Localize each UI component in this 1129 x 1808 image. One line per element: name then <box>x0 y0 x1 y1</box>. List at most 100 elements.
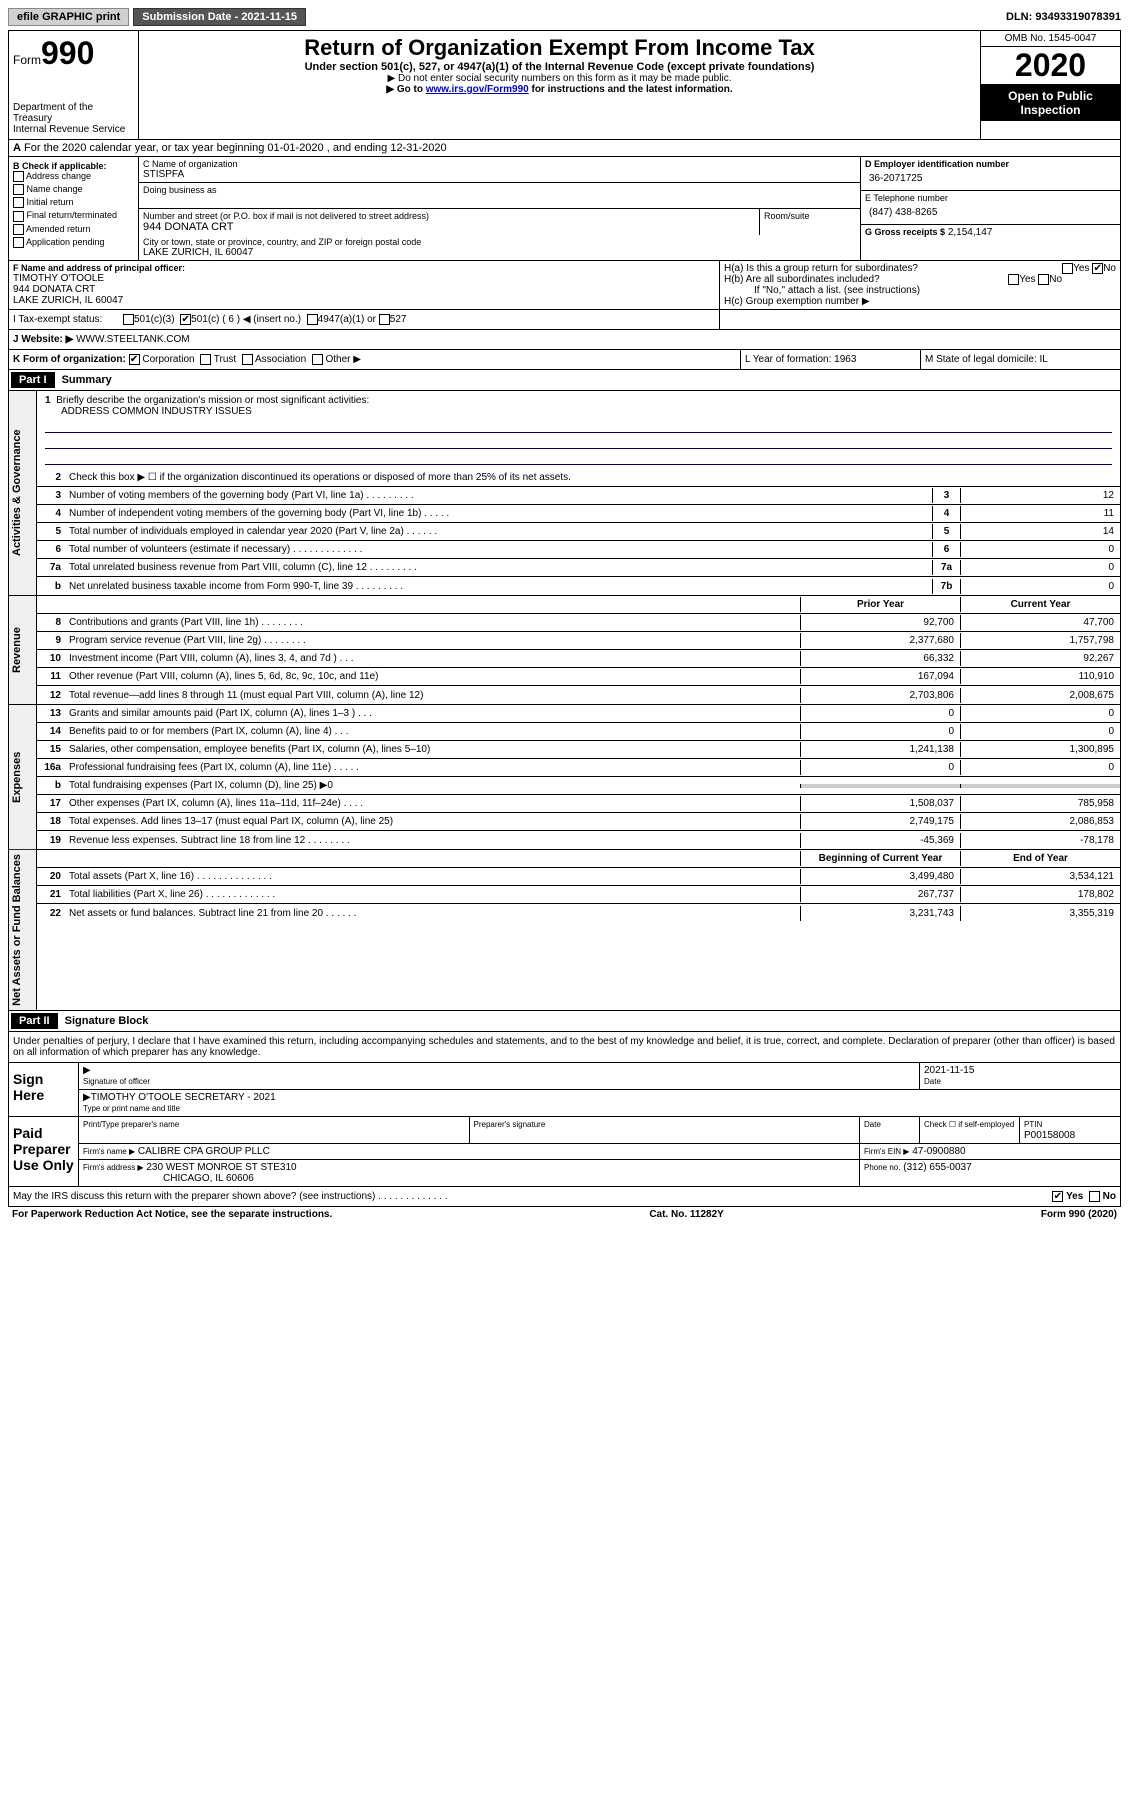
summary-line: 9Program service revenue (Part VIII, lin… <box>37 632 1120 650</box>
chk-501c3[interactable] <box>123 314 134 325</box>
colb-opt[interactable]: Address change <box>13 171 134 182</box>
summary-line: 5Total number of individuals employed in… <box>37 523 1120 541</box>
goto-a: ▶ Go to <box>386 84 425 95</box>
declare-text: Under penalties of perjury, I declare th… <box>8 1032 1121 1063</box>
prep-name-lbl: Print/Type preparer's name <box>83 1120 179 1129</box>
chk-trust[interactable] <box>200 354 211 365</box>
colb-opt[interactable]: Amended return <box>13 224 134 235</box>
phone-lbl: E Telephone number <box>865 193 1116 203</box>
colb-opt[interactable]: Final return/terminated <box>13 210 134 221</box>
irs-label: Internal Revenue Service <box>13 124 134 135</box>
part2-title: Signature Block <box>61 1013 153 1029</box>
omb: OMB No. 1545-0047 <box>981 31 1120 47</box>
hc-lbl: H(c) Group exemption number ▶ <box>724 296 1116 307</box>
hb-note: If "No," attach a list. (see instruction… <box>724 285 1116 296</box>
fg-row: F Name and address of principal officer:… <box>8 261 1121 310</box>
subtitle-1: Under section 501(c), 527, or 4947(a)(1)… <box>143 61 976 73</box>
check-se: Check ☐ if self-employed <box>924 1120 1014 1129</box>
website-url: WWW.STEELTANK.COM <box>76 334 190 345</box>
chk-corp[interactable] <box>129 354 140 365</box>
submission-btn[interactable]: Submission Date - 2021-11-15 <box>133 8 306 26</box>
f-addr1: 944 DONATA CRT <box>13 284 715 295</box>
phone: (847) 438-8265 <box>865 203 1116 222</box>
info-grid: B Check if applicable: Address change Na… <box>8 157 1121 261</box>
city-lbl: City or town, state or province, country… <box>143 237 856 247</box>
summary-line: 19Revenue less expenses. Subtract line 1… <box>37 831 1120 849</box>
hb-yes[interactable] <box>1008 274 1019 285</box>
ptin: P00158008 <box>1024 1130 1075 1141</box>
firm-name: CALIBRE CPA GROUP PLLC <box>138 1146 270 1157</box>
discuss-no[interactable] <box>1089 1191 1100 1202</box>
chk-assoc[interactable] <box>242 354 253 365</box>
col-b-hdr: B Check if applicable: <box>13 161 134 171</box>
colb-opt[interactable]: Initial return <box>13 197 134 208</box>
summary-line: 3Number of voting members of the governi… <box>37 487 1120 505</box>
sig-date-lbl: Date <box>924 1077 941 1086</box>
ein: 36-2071725 <box>865 169 1116 188</box>
part1-hdr: Part I <box>11 372 55 388</box>
l1-desc: Briefly describe the organization's miss… <box>56 395 369 406</box>
dba-lbl: Doing business as <box>143 185 856 195</box>
tax-year: 2020 <box>981 47 1120 85</box>
firm-ein-lbl: Firm's EIN ▶ <box>864 1147 909 1156</box>
state-domicile: M State of legal domicile: IL <box>920 350 1120 369</box>
sig-officer-lbl: Signature of officer <box>83 1077 150 1086</box>
website-row: J Website: ▶ WWW.STEELTANK.COM <box>8 330 1121 350</box>
col-end: End of Year <box>960 851 1120 866</box>
summary-line: 11Other revenue (Part VIII, column (A), … <box>37 668 1120 686</box>
firm-addr2: CHICAGO, IL 60606 <box>83 1173 254 1184</box>
goto-link[interactable]: www.irs.gov/Form990 <box>426 84 529 95</box>
chk-4947[interactable] <box>307 314 318 325</box>
summary-line: 22Net assets or fund balances. Subtract … <box>37 904 1120 922</box>
row-a: A For the 2020 calendar year, or tax yea… <box>8 140 1121 157</box>
part2-hdr: Part II <box>11 1013 58 1029</box>
summary-rev: Revenue Prior YearCurrent Year 8Contribu… <box>8 596 1121 705</box>
col-d: D Employer identification number36-20717… <box>860 157 1120 260</box>
firm-phone-lbl: Phone no. <box>864 1163 900 1172</box>
summary-exp: Expenses 13Grants and similar amounts pa… <box>8 705 1121 850</box>
part1-title: Summary <box>58 372 116 388</box>
efile-btn[interactable]: efile GRAPHIC print <box>8 8 129 26</box>
summary-gov: Activities & Governance 1 Briefly descri… <box>8 391 1121 596</box>
summary-line: 16aProfessional fundraising fees (Part I… <box>37 759 1120 777</box>
firm-name-lbl: Firm's name ▶ <box>83 1147 135 1156</box>
discuss-text: May the IRS discuss this return with the… <box>13 1191 448 1202</box>
subtitle-2: ▶ Do not enter social security numbers o… <box>143 73 976 84</box>
klm-row: K Form of organization: Corporation Trus… <box>8 350 1121 370</box>
hb-no[interactable] <box>1038 274 1049 285</box>
firm-addr-lbl: Firm's address ▶ <box>83 1163 144 1172</box>
k-lbl: K Form of organization: <box>13 354 126 365</box>
mission-text: ADDRESS COMMON INDUSTRY ISSUES <box>45 406 1112 417</box>
sign-here: Sign Here ▶Signature of officer2021-11-1… <box>8 1063 1121 1117</box>
date-lbl: Date <box>864 1120 881 1129</box>
form-footer: Form 990 (2020) <box>1041 1209 1117 1220</box>
ha-no[interactable] <box>1092 263 1103 274</box>
col-begin: Beginning of Current Year <box>800 851 960 866</box>
city: LAKE ZURICH, IL 60047 <box>143 247 856 258</box>
summary-line: 6Total number of volunteers (estimate if… <box>37 541 1120 559</box>
vtab-net: Net Assets or Fund Balances <box>9 850 37 1010</box>
colb-opt[interactable]: Name change <box>13 184 134 195</box>
summary-line: 21Total liabilities (Part X, line 26) . … <box>37 886 1120 904</box>
col-prior: Prior Year <box>800 597 960 612</box>
f-lbl: F Name and address of principal officer: <box>13 263 715 273</box>
chk-527[interactable] <box>379 314 390 325</box>
status-website-row: I Tax-exempt status: 501(c)(3) 501(c) ( … <box>8 310 1121 330</box>
chk-501c[interactable] <box>180 314 191 325</box>
summary-line: 15Salaries, other compensation, employee… <box>37 741 1120 759</box>
paid-label: Paid Preparer Use Only <box>9 1117 79 1186</box>
paid-preparer: Paid Preparer Use Only Print/Type prepar… <box>8 1117 1121 1187</box>
pra: For Paperwork Reduction Act Notice, see … <box>12 1209 332 1220</box>
discuss-yes[interactable] <box>1052 1191 1063 1202</box>
prep-sig-lbl: Preparer's signature <box>474 1120 546 1129</box>
summary-line: 17Other expenses (Part IX, column (A), l… <box>37 795 1120 813</box>
firm-phone: (312) 655-0037 <box>903 1162 971 1173</box>
dln: DLN: 93493319078391 <box>1006 11 1121 23</box>
colb-opt[interactable]: Application pending <box>13 237 134 248</box>
summary-line: 4Number of independent voting members of… <box>37 505 1120 523</box>
chk-other[interactable] <box>312 354 323 365</box>
sign-label: Sign Here <box>9 1063 79 1116</box>
inspection-label: Open to Public Inspection <box>981 85 1120 121</box>
ha-yes[interactable] <box>1062 263 1073 274</box>
f-name: TIMOTHY O'TOOLE <box>13 273 715 284</box>
